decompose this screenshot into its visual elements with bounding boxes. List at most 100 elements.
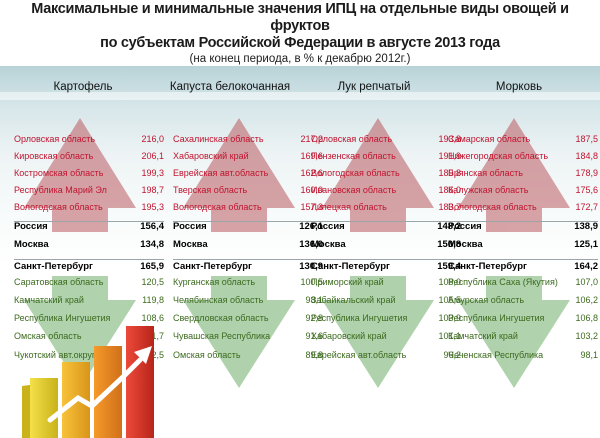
cpi-value: 89,8 <box>305 350 323 360</box>
region-name: Забайкальский край <box>311 295 396 305</box>
cpi-value: 92,8 <box>305 313 323 323</box>
cpi-value: 107,0 <box>575 277 598 287</box>
row-separator <box>173 259 323 260</box>
cpi-value: 105,5 <box>438 295 461 305</box>
min-cpi-row: Чеченская Республика 98,1 <box>448 348 598 363</box>
region-name: Хабаровский край <box>311 331 387 341</box>
region-name: Нижегородская область <box>448 151 549 161</box>
region-name: Ивановская область <box>311 185 397 195</box>
max-cpi-row: Липецкая область 183,7 <box>311 200 461 215</box>
up-arrow-icon <box>458 118 570 232</box>
min-cpi-row: Приморский край 108,0 <box>311 275 461 290</box>
region-name: Москва <box>173 239 208 250</box>
cpi-value: 125,1 <box>574 239 598 250</box>
cpi-value: 106,8 <box>575 313 598 323</box>
page-title: Максимальные и минимальные значения ИПЦ … <box>0 1 600 67</box>
cpi-value: 136,0 <box>299 239 323 250</box>
up-arrow-icon <box>322 118 434 232</box>
federal-cpi-row: Москва 136,0 <box>173 237 323 252</box>
max-cpi-row: Тверская область 160,0 <box>173 183 323 198</box>
band-highlight <box>0 92 600 100</box>
cpi-value: 148,2 <box>437 221 461 232</box>
region-name: Республика Ингушетия <box>448 313 545 323</box>
max-cpi-row: Орловская область 193,8 <box>311 132 461 147</box>
region-name: Санкт-Петербург <box>173 261 252 272</box>
region-name: Чукотский авт.округ <box>14 350 96 360</box>
region-name: Самарская область <box>448 134 531 144</box>
region-name: Брянская область <box>448 168 523 178</box>
cpi-value: 130,9 <box>299 261 323 272</box>
cpi-value: 119,8 <box>142 295 164 305</box>
cpi-value: 175,6 <box>575 185 598 195</box>
max-cpi-row: Самарская область 187,5 <box>448 132 598 147</box>
cpi-value: 91,6 <box>305 331 323 341</box>
max-cpi-row: Вологодская область 195,3 <box>14 200 164 215</box>
min-cpi-row: Республика Саха (Якутия) 107,0 <box>448 275 598 290</box>
min-cpi-row: Хабаровский край 101,1 <box>311 329 461 344</box>
row-separator <box>448 259 598 260</box>
region-name: Республика Марий Эл <box>14 185 107 195</box>
cpi-value: 172,7 <box>575 202 598 212</box>
cpi-value: 206,1 <box>141 151 164 161</box>
cpi-value: 164,2 <box>574 261 598 272</box>
federal-cpi-row: Россия 148,2 <box>311 219 461 234</box>
column-header: Морковь <box>495 81 543 93</box>
region-name: Свердловская область <box>173 313 269 323</box>
max-cpi-row: Нижегородская область 184,8 <box>448 149 598 164</box>
region-name: Вологодская область <box>448 202 537 212</box>
cpi-value: 150,8 <box>437 239 461 250</box>
region-name: Республика Ингушетия <box>14 313 111 323</box>
region-name: Москва <box>311 239 346 250</box>
region-name: Чувашская Республика <box>173 331 271 341</box>
cpi-value: 183,7 <box>438 202 461 212</box>
min-cpi-row: Республика Ингушетия 106,8 <box>448 311 598 326</box>
min-cpi-row: Челябинская область 98,1 <box>173 293 323 308</box>
cpi-value: 92,5 <box>146 350 164 360</box>
column-header: Картофель <box>53 81 113 93</box>
region-name: Амурская область <box>448 295 525 305</box>
region-name: Калужская область <box>448 185 529 195</box>
min-cpi-row: Республика Ингушетия 103,9 <box>311 311 461 326</box>
row-separator <box>14 221 164 222</box>
down-arrow-icon <box>24 276 136 388</box>
title-line-1: Максимальные и минимальные значения ИПЦ … <box>31 1 569 34</box>
region-name: Москва <box>448 239 483 250</box>
cpi-value: 187,5 <box>575 134 598 144</box>
cpi-value: 101,7 <box>141 331 164 341</box>
region-name: Санкт-Петербург <box>448 261 527 272</box>
row-separator <box>311 259 461 260</box>
min-cpi-row: Омская область 89,8 <box>173 348 323 363</box>
federal-cpi-row: Санкт-Петербург 130,9 <box>173 259 323 274</box>
max-cpi-row: Пензенская область 191,9 <box>311 149 461 164</box>
min-cpi-row: Курганская область 100,5 <box>173 275 323 290</box>
min-cpi-row: Республика Ингушетия 108,6 <box>14 311 164 326</box>
title-subtitle: (на конец периода, в % к декабрю 2012г.) <box>189 53 411 65</box>
min-cpi-row: Амурская область 106,2 <box>448 293 598 308</box>
region-name: Саратовская область <box>14 277 104 287</box>
region-name: Костромская область <box>14 168 104 178</box>
cpi-value: 189,8 <box>438 168 461 178</box>
cpi-value: 193,8 <box>438 134 461 144</box>
region-name: Чеченская Республика <box>448 350 544 360</box>
region-name: Россия <box>311 221 345 232</box>
max-cpi-row: Вологодская область 172,7 <box>448 200 598 215</box>
cpi-value: 199,3 <box>141 168 164 178</box>
cpi-value: 186,0 <box>438 185 461 195</box>
row-separator <box>173 221 323 222</box>
up-arrow-icon <box>24 118 136 232</box>
cpi-value: 126,1 <box>299 221 323 232</box>
min-cpi-row: Саратовская область 120,5 <box>14 275 164 290</box>
federal-cpi-row: Санкт-Петербург 165,9 <box>14 259 164 274</box>
cpi-value: 100,5 <box>300 277 323 287</box>
max-cpi-row: Вологодская область 157,3 <box>173 200 323 215</box>
region-name: Республика Саха (Якутия) <box>448 277 558 287</box>
cpi-value: 103,2 <box>575 331 598 341</box>
region-name: Сахалинская область <box>173 134 264 144</box>
column-header: Капуста белокочанная <box>169 81 291 93</box>
up-arrow-icon <box>183 118 295 232</box>
region-name: Орловская область <box>311 134 393 144</box>
region-name: Омская область <box>14 331 82 341</box>
region-name: Москва <box>14 239 49 250</box>
cpi-value: 108,6 <box>141 313 164 323</box>
